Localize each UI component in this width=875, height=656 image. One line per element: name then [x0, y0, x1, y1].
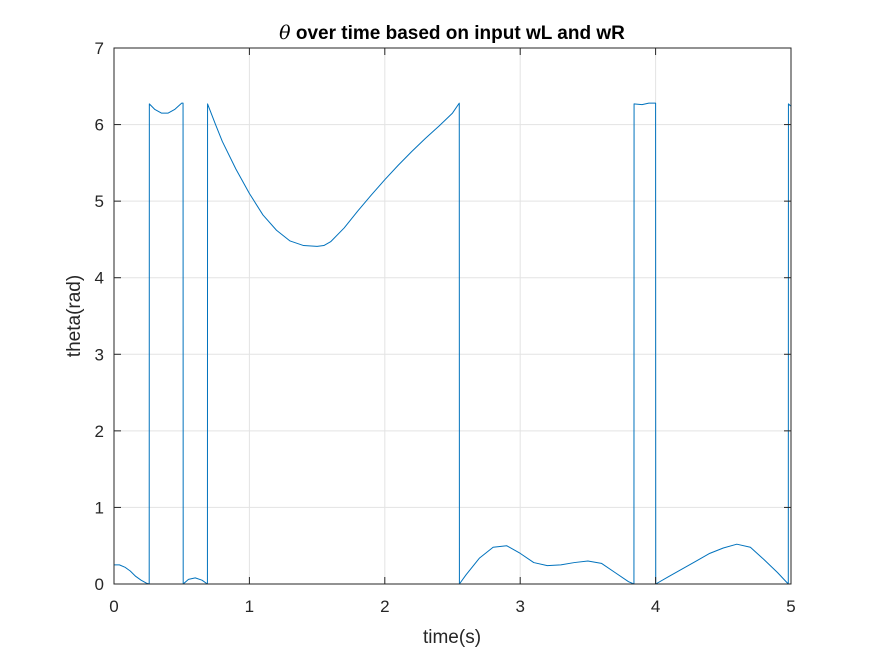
tick-marks — [113, 47, 792, 585]
y-axis-label: theta(rad) — [64, 275, 85, 357]
title-theta-symbol: θ — [279, 22, 291, 44]
data-layer — [114, 102, 792, 585]
x-tick-label: 2 — [380, 597, 389, 616]
y-tick-label: 1 — [95, 498, 104, 517]
title-text: over time based on input wL and wR — [291, 23, 626, 44]
x-tick-label: 1 — [245, 597, 254, 616]
chart-title: θ over time based on input wL and wR — [279, 22, 625, 44]
y-tick-label: 5 — [95, 192, 104, 211]
theta-series-line — [114, 102, 792, 585]
y-tick-label: 4 — [95, 269, 104, 288]
x-tick-label: 3 — [515, 597, 524, 616]
axes-box — [113, 47, 792, 585]
x-tick-label: 5 — [786, 597, 795, 616]
tick-labels: 0 1 2 3 4 5 0 1 2 3 4 5 6 7 — [95, 39, 796, 616]
y-tick-label: 6 — [95, 116, 104, 135]
axes-background — [114, 48, 791, 584]
x-tick-label: 0 — [109, 597, 118, 616]
y-tick-label: 2 — [95, 422, 104, 441]
y-tick-label: 3 — [95, 345, 104, 364]
y-tick-label: 7 — [95, 39, 104, 58]
x-tick-label: 4 — [651, 597, 660, 616]
x-axis-label: time(s) — [423, 627, 481, 648]
y-tick-label: 0 — [95, 575, 104, 594]
